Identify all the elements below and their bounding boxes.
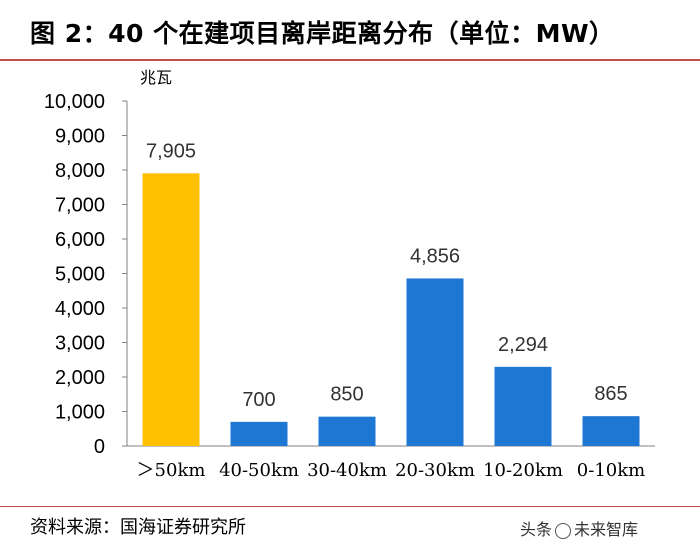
x-tick-label: 10-20km xyxy=(483,460,563,481)
data-label: 865 xyxy=(594,383,627,405)
data-label: 700 xyxy=(242,389,275,411)
x-tick-label: ＞50km xyxy=(137,460,206,481)
y-axis-unit-label: 兆瓦 xyxy=(140,68,173,87)
bar xyxy=(318,416,376,446)
bar xyxy=(230,421,288,446)
y-tick-label: 1,000 xyxy=(55,402,105,424)
watermark-brand: 未来智库 xyxy=(574,520,639,539)
source-divider xyxy=(0,506,700,507)
x-tick-label: 20-30km xyxy=(395,460,475,481)
y-tick-label: 5,000 xyxy=(55,264,105,286)
x-tick-label: 0-10km xyxy=(577,460,645,481)
data-label: 7,905 xyxy=(146,140,196,162)
bar xyxy=(494,366,552,446)
y-tick-label: 7,000 xyxy=(55,195,105,217)
watermark: 头条 未来智库 xyxy=(520,516,638,540)
y-tick-label: 4,000 xyxy=(55,298,105,320)
chart-title: 图 2：40 个在建项目离岸距离分布（单位：MW） xyxy=(30,19,615,48)
data-label: 850 xyxy=(330,384,363,406)
data-label: 2,294 xyxy=(498,334,548,356)
bar-chart: 0 1,000 2,000 3,000 4,000 5,000 6,000 7,000 8,00… xyxy=(44,91,655,481)
y-tick-label: 0 xyxy=(94,436,105,458)
data-label: 4,856 xyxy=(410,245,460,267)
y-tick-label: 9,000 xyxy=(55,126,105,148)
bar xyxy=(142,173,200,446)
y-tick-label: 6,000 xyxy=(55,229,105,251)
x-tick-label: 40-50km xyxy=(219,460,299,481)
title-bar: 图 2：40 个在建项目离岸距离分布（单位：MW） xyxy=(0,0,700,61)
watermark-prefix: 头条 xyxy=(520,520,553,539)
source-note: 资料来源：国海证券研究所 xyxy=(30,517,246,538)
y-tick-label: 8,000 xyxy=(55,160,105,182)
bar xyxy=(406,278,464,446)
y-tick-label: 2,000 xyxy=(55,367,105,389)
y-tick-label: 3,000 xyxy=(55,333,105,355)
bar xyxy=(582,416,640,446)
watermark-logo-icon xyxy=(555,522,572,539)
y-tick-label: 10,000 xyxy=(44,91,105,113)
title-divider xyxy=(0,59,700,61)
x-tick-label: 30-40km xyxy=(307,460,387,481)
